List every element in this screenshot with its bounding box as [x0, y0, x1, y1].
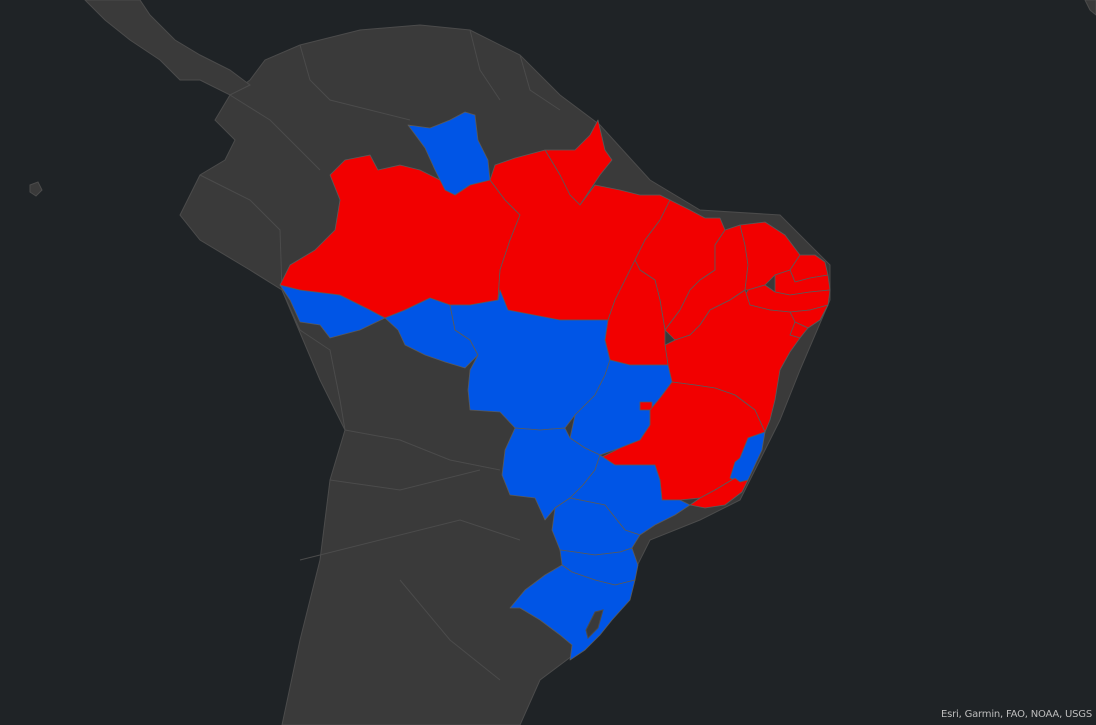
country-boundaries: [199, 29, 561, 681]
state-rio-de-janeiro[interactable]: Rio de Janeiro: [689, 477, 749, 509]
caribbean-island: [1084, 0, 1096, 16]
state-ceara[interactable]: Ceará: [739, 221, 801, 291]
lagoa-dos-patos: [585, 609, 604, 639]
galapagos-islands: [29, 181, 43, 197]
map-attribution: Esri, Garmin, FAO, NOAA, USGS: [941, 709, 1092, 720]
state-sao-paulo[interactable]: São Paulo: [569, 454, 691, 536]
states-layer: Acre Amazonas Roraima Amapá Pará Maranhã…: [279, 111, 831, 661]
state-distrito-federal[interactable]: Distrito Federal: [639, 401, 653, 411]
state-roraima[interactable]: Roraima: [407, 111, 491, 196]
state-rio-grande-do-sul[interactable]: Rio Grande do Sul: [509, 564, 636, 661]
central-america-land: [84, 0, 251, 96]
